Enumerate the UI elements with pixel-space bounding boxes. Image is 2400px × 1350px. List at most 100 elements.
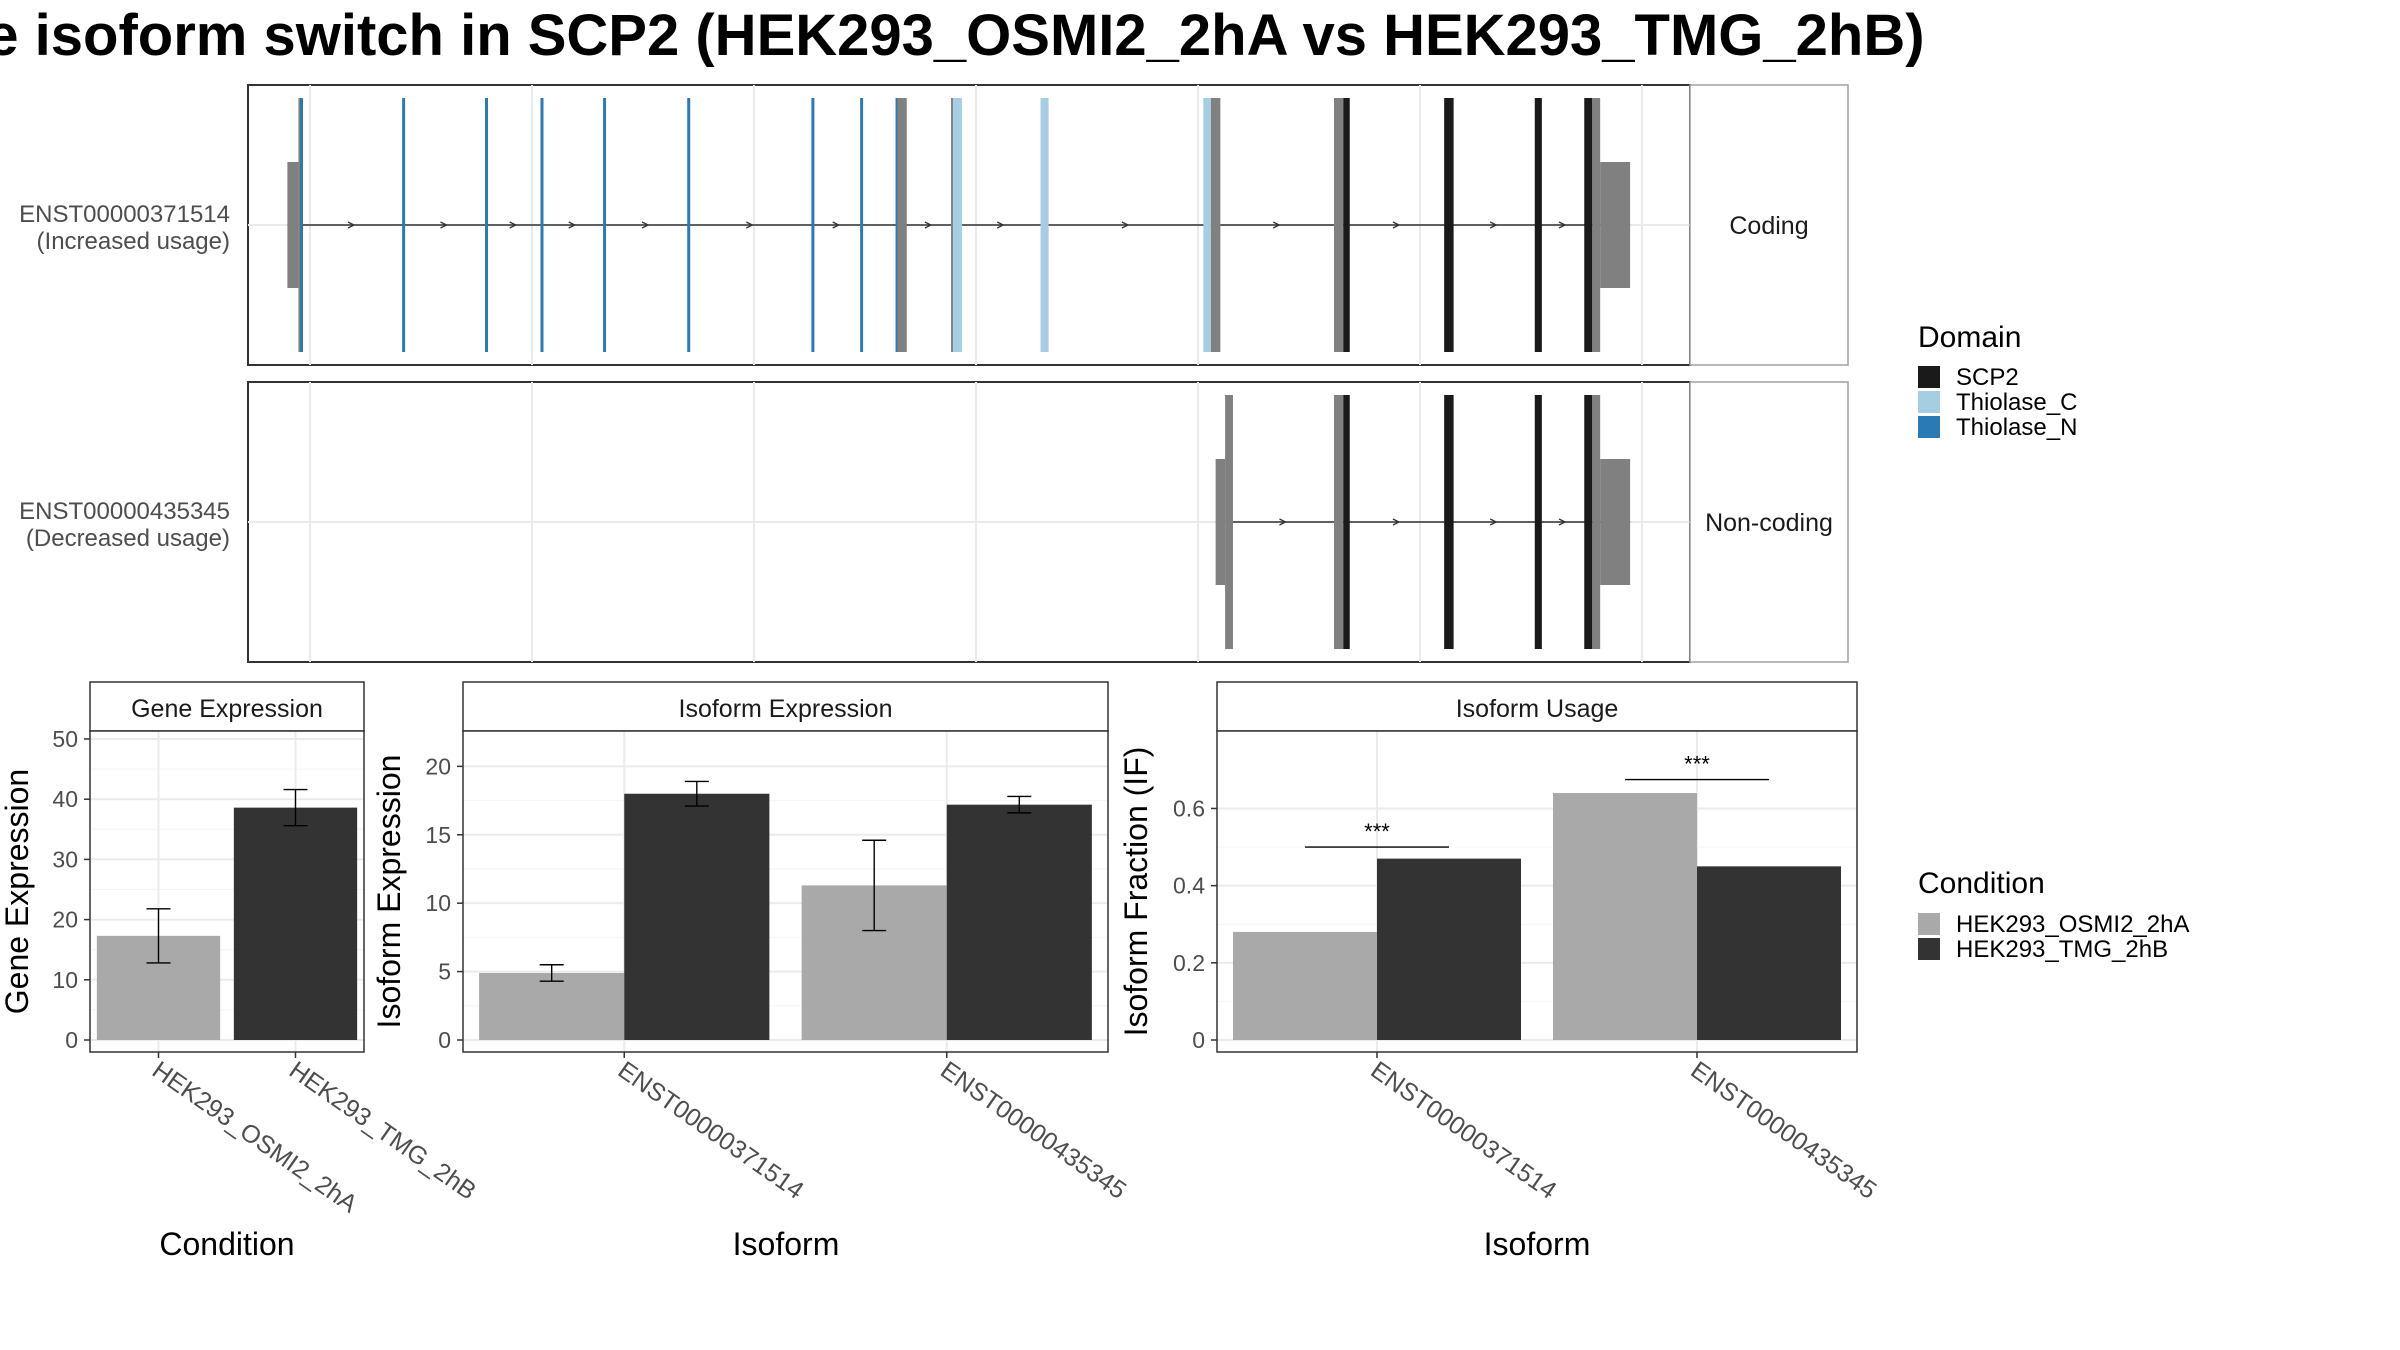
panel-title: Isoform Usage: [1456, 695, 1619, 723]
panel-title: Gene Expression: [131, 695, 323, 723]
intron-arrow: [1392, 221, 1401, 229]
intron-arrow: [996, 221, 1005, 229]
exon-thiolase-n: [895, 98, 899, 352]
y-tick-label: 0: [1192, 1027, 1205, 1053]
significance-label: ***: [1364, 819, 1390, 844]
transcript-usage-label: (Decreased usage): [26, 525, 230, 552]
intron-arrow: [641, 221, 650, 229]
domain-legend-label: Thiolase_C: [1956, 389, 2077, 416]
y-tick-label: 0.2: [1173, 950, 1205, 976]
exon-thiolase-n: [540, 98, 544, 352]
condition-swatch: [1918, 913, 1940, 935]
x-axis-title: Isoform: [733, 1226, 840, 1262]
exon-utr: [1592, 98, 1601, 352]
intron-arrow: [1279, 518, 1287, 526]
bar: [1553, 793, 1697, 1040]
intron-arrow: [1489, 221, 1498, 229]
exon-scp2: [1343, 98, 1350, 352]
exon-scp2: [1534, 395, 1542, 649]
exon-utr: [1225, 395, 1233, 649]
x-tick-label: ENST00000371514: [1366, 1056, 1562, 1205]
intron-arrow: [1489, 518, 1498, 526]
exon-utr: [1592, 395, 1601, 649]
x-axis-title: Isoform: [1484, 1226, 1591, 1262]
x-tick-label: ENST00000371514: [613, 1056, 809, 1205]
y-tick-label: 5: [438, 959, 451, 985]
y-tick-label: 30: [52, 846, 78, 872]
bar: [946, 804, 1092, 1040]
y-tick-label: 15: [425, 822, 451, 848]
panel-border: [89, 730, 365, 1053]
exon-thiolase-n: [402, 98, 406, 352]
panel-border: [462, 730, 1109, 1053]
bar: [1697, 866, 1841, 1040]
condition-legend-label: HEK293_OSMI2_2hA: [1956, 911, 2189, 938]
condition-legend-title: Condition: [1918, 867, 2045, 900]
intron-arrow: [1121, 221, 1130, 229]
intron-arrow: [832, 221, 841, 229]
condition-legend-label: HEK293_TMG_2hB: [1956, 936, 2168, 963]
exon-thiolase-n: [687, 98, 691, 352]
expression-bar-panels: Gene Expression01020304050HEK293_OSMI2_2…: [0, 681, 1882, 1262]
significance-label: ***: [1684, 752, 1710, 777]
domain-legend-title: Domain: [1918, 321, 2021, 354]
exon-thiolase-n: [860, 98, 864, 352]
y-axis-title: Isoform Fraction (IF): [1118, 747, 1154, 1037]
exon-scp2: [1343, 395, 1350, 649]
exon-utr: [1333, 395, 1344, 649]
y-tick-label: 50: [52, 726, 78, 752]
y-tick-label: 0: [65, 1027, 78, 1053]
exon-utr: [1333, 98, 1344, 352]
x-tick-label: ENST00000435345: [935, 1056, 1131, 1205]
exon-utr: [1600, 459, 1631, 585]
transcript-id-label: ENST00000435345: [19, 498, 230, 525]
bar: [233, 807, 358, 1040]
intron-arrow: [440, 221, 448, 229]
coding-status-label: Non-coding: [1705, 509, 1833, 537]
bar-panel-gene-expression: Gene Expression01020304050HEK293_OSMI2_2…: [0, 681, 481, 1262]
panel-strip: [89, 681, 365, 732]
exon-utr: [287, 162, 299, 288]
panel-title: Isoform Expression: [679, 695, 893, 723]
intron-arrow: [1392, 518, 1401, 526]
x-tick-label: ENST00000435345: [1686, 1056, 1882, 1205]
intron-arrow: [745, 221, 754, 229]
facet-strip: [1689, 84, 1849, 366]
figure-title: The isoform switch in SCP2 (HEK293_OSMI2…: [0, 3, 1925, 68]
bar: [1377, 858, 1521, 1040]
bar-panel-isoform-expression: Isoform Expression 0 5 10 15 20 ENST0000037151…: [371, 681, 1131, 1262]
domain-swatch: [1918, 391, 1940, 413]
exon-thiolase-c: [1203, 98, 1211, 352]
exon-utr: [298, 98, 302, 352]
y-tick-label: 40: [52, 786, 78, 812]
exon-scp2: [1444, 395, 1454, 649]
domain-legend-label: Thiolase_N: [1956, 414, 2077, 441]
bar-panel-isoform-usage: Isoform Usage 0 0.2 0.4 0.6 ENST00000371514 EN…: [1118, 681, 1882, 1262]
intron-arrow: [1558, 221, 1567, 229]
y-tick-label: 20: [425, 753, 451, 779]
intron-arrow: [509, 221, 518, 229]
intron-arrow: [1558, 518, 1567, 526]
facet-strip: [1689, 381, 1849, 663]
exon-utr: [951, 98, 955, 352]
transcript-usage-label: (Increased usage): [37, 228, 230, 255]
y-tick-label: 10: [52, 967, 78, 993]
exon-scp2: [1534, 98, 1542, 352]
transcript-id-label: ENST00000371514: [19, 201, 230, 228]
y-tick-label: 10: [425, 890, 451, 916]
bar: [624, 793, 770, 1040]
exon-thiolase-c: [1040, 98, 1049, 352]
intron-arrow: [1272, 221, 1281, 229]
exon-utr: [1600, 162, 1631, 288]
panel-strip: [1216, 681, 1858, 732]
condition-swatch: [1918, 938, 1940, 960]
exon-scp2: [1584, 395, 1593, 649]
exon-scp2: [1584, 98, 1593, 352]
y-axis-title: Isoform Expression: [371, 755, 407, 1029]
intron-arrow: [568, 221, 577, 229]
intron-arrow: [347, 221, 356, 229]
exon-thiolase-n: [811, 98, 815, 352]
